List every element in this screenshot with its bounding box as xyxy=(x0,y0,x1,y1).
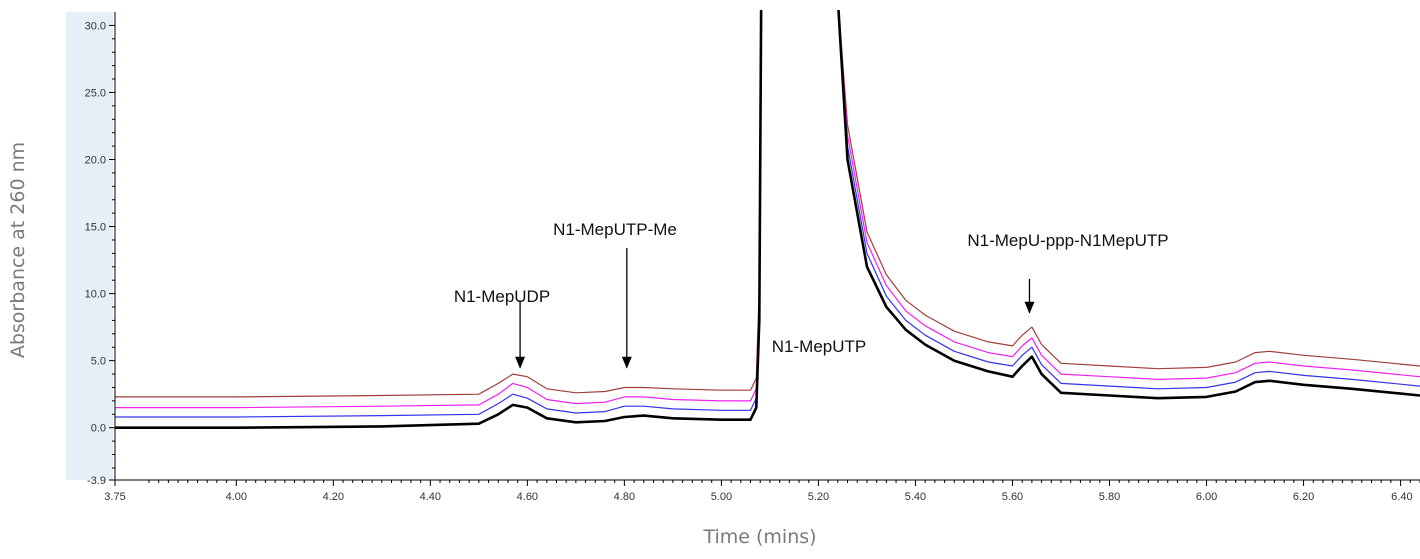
y-tick-label: 10.0 xyxy=(85,289,106,301)
annotation-label: N1-MepUTP-Me xyxy=(553,220,677,239)
annotation-label: N1-MepUTP xyxy=(772,337,866,356)
y-tick-label: -3.9 xyxy=(87,475,106,487)
y-tick-label: 5.0 xyxy=(91,356,106,368)
series-line-3 xyxy=(115,10,1420,409)
y-tick-label: 0.0 xyxy=(91,423,106,435)
x-tick-label: 5.60 xyxy=(1002,491,1023,503)
x-tick-label: 6.40 xyxy=(1391,491,1412,503)
x-tick-label: 3.75 xyxy=(104,491,125,503)
x-tick-label: 4.60 xyxy=(517,491,538,503)
x-tick-label: 4.80 xyxy=(614,491,635,503)
y-tick-label: 15.0 xyxy=(85,222,106,234)
y-tick-label: 30.0 xyxy=(85,20,106,32)
annotation-layer: N1-MepUDP N1-MepUTP-Me N1-MepUTP N1-MepU-pp… xyxy=(454,220,1169,369)
x-tick-label: 4.40 xyxy=(420,491,441,503)
x-tick-label: 5.80 xyxy=(1099,491,1120,503)
annotation-label: N1-MepUDP xyxy=(454,287,550,306)
x-tick-label: 6.20 xyxy=(1293,491,1314,503)
y-axis-band xyxy=(66,12,113,480)
x-tick-label: 4.00 xyxy=(226,491,247,503)
axis-layer: 30.0 25.0 20.0 15.0 10.0 5.0 0.0 -3.9 3.75 4.00 4.… xyxy=(85,12,1420,503)
y-axis-title: Absorbance at 260 nm xyxy=(7,142,29,358)
x-axis-title: Time (mins) xyxy=(702,526,816,548)
series-line-2 xyxy=(115,10,1420,418)
y-tick-label: 25.0 xyxy=(85,87,106,99)
series-line-1 xyxy=(115,10,1420,429)
x-tick-label: 5.20 xyxy=(808,491,829,503)
x-tick-label: 5.00 xyxy=(711,491,732,503)
x-tick-label: 4.20 xyxy=(323,491,344,503)
annotation-label: N1-MepU-ppp-N1MepUTP xyxy=(967,231,1168,250)
series-line-4 xyxy=(115,10,1420,398)
y-tick-label: 20.0 xyxy=(85,155,106,167)
x-tick-label: 5.40 xyxy=(905,491,926,503)
series-layer xyxy=(115,10,1420,429)
x-tick-label: 6.00 xyxy=(1196,491,1217,503)
